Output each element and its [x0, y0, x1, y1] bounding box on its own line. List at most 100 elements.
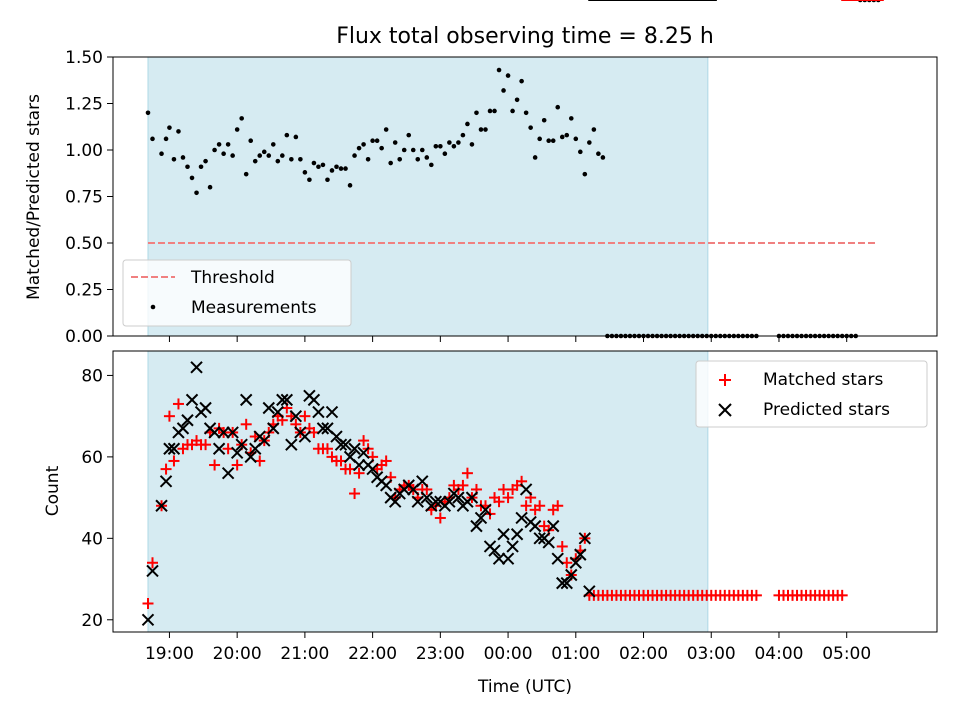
measurement-point: [582, 171, 588, 177]
predicted-star-point: [339, 438, 352, 451]
measurement-point: [528, 125, 533, 130]
measurement-point: [176, 129, 181, 134]
measurement-point: [320, 162, 326, 168]
predicted-star-point: [258, 434, 271, 447]
matched-star-point: [142, 597, 154, 609]
matched-star-point: [520, 500, 532, 512]
measurement-point: [546, 138, 552, 143]
matched-star-point: [200, 439, 212, 451]
measurement-point: [550, 138, 556, 143]
matched-star-point: [172, 398, 184, 410]
measurement-point: [537, 136, 542, 142]
predicted-star-point: [181, 414, 194, 427]
measurement-point: [266, 153, 272, 158]
legend-measurements-label: Measurements: [191, 298, 317, 318]
matched-star-point: [457, 479, 469, 491]
measurement-point: [370, 138, 375, 143]
y-tick-label: 80: [81, 366, 103, 386]
predicted-star-point: [244, 450, 257, 464]
measurement-point: [150, 136, 155, 142]
measurement-point: [334, 164, 339, 170]
measurement-point: [163, 136, 169, 142]
predicted-star-point: [217, 426, 230, 439]
measurement-point: [207, 184, 213, 190]
predicted-star-point: [547, 519, 560, 533]
measurement-point: [496, 67, 502, 73]
measurement-point: [505, 73, 511, 78]
predicted-star-point: [574, 548, 587, 561]
legend-matched-swatch: [719, 374, 731, 386]
measurement-point: [406, 132, 412, 138]
legend-matched-label: Matched stars: [763, 370, 883, 390]
matched-star-point: [750, 589, 762, 601]
predicted-star-point: [492, 552, 506, 565]
predicted-star-point: [280, 393, 294, 407]
measurement-point: [216, 142, 222, 147]
predicted-star-point: [163, 442, 176, 455]
measurement-point: [167, 125, 172, 130]
predicted-star-point: [578, 532, 592, 545]
predicted-star-point: [285, 438, 298, 451]
predicted-star-point: [533, 532, 546, 545]
matched-star-point: [552, 500, 564, 512]
matched-star-point: [556, 540, 568, 552]
predicted-star-point: [452, 491, 465, 504]
y-axis-ticks-bottom: 20 40 60 80: [81, 366, 113, 631]
measurement-point: [596, 151, 601, 157]
measurement-point: [316, 164, 321, 170]
x-tick-label: 02:00: [619, 644, 668, 664]
matched-star-point: [299, 410, 311, 422]
matched-star-point: [349, 488, 361, 500]
predicted-star-point: [443, 495, 456, 508]
measurement-point: [252, 158, 258, 164]
measurement-point: [361, 142, 366, 147]
measurement-point: [221, 151, 226, 157]
predicted-star-point: [307, 393, 321, 407]
measurement-point: [329, 168, 335, 173]
measurement-point: [401, 147, 407, 153]
matched-star-point: [380, 455, 392, 467]
measurement-point: [347, 183, 353, 188]
x-tick-label: 04:00: [754, 644, 803, 664]
predicted-star-point: [230, 446, 244, 460]
x-axis-ticks-bottom: 19:00 20:00 21:00 22:00 23:00 00:00 01:00 02:00…: [145, 632, 871, 664]
predicted-star-point: [298, 430, 312, 443]
predicted-star-point: [551, 552, 564, 565]
predicted-star-point: [416, 475, 429, 488]
shaded-observing-window-bottom: [147, 350, 709, 633]
measurement-point: [343, 166, 348, 171]
y-tick-label: 0.75: [65, 188, 103, 208]
axes-frame-top: [112, 56, 938, 337]
measurement-point: [514, 97, 520, 103]
measurement-point: [429, 162, 434, 168]
x-tick-label: 23:00: [416, 644, 465, 664]
measurement-point: [270, 142, 276, 147]
measurement-point: [523, 110, 529, 116]
predicted-star-point: [470, 519, 483, 533]
predicted-star-point: [465, 491, 479, 504]
predicted-star-point: [488, 544, 501, 557]
predicted-star-point: [501, 552, 515, 565]
predicted-star-point: [190, 361, 203, 374]
legend-predicted-label: Predicted stars: [763, 400, 890, 420]
measurement-point: [487, 108, 493, 114]
predicted-star-point: [348, 442, 361, 455]
measurement-point: [356, 145, 362, 151]
predicted-star-point: [515, 511, 528, 525]
measurement-point: [239, 116, 244, 121]
measurement-point: [474, 110, 479, 116]
predicted-star-point: [506, 540, 519, 553]
measurement-point: [280, 153, 285, 158]
matched-star-point: [502, 492, 514, 504]
matched-star-point: [321, 443, 333, 455]
measurement-point: [307, 177, 312, 183]
predicted-star-point: [569, 556, 583, 569]
measurement-point: [419, 147, 425, 153]
predicted-star-point: [366, 462, 379, 476]
matched-star-point: [461, 467, 473, 479]
matched-star-point: [358, 435, 370, 447]
predicted-star-point: [235, 438, 248, 451]
legend-predicted-swatch: [718, 403, 732, 417]
measurement-point: [212, 147, 217, 153]
